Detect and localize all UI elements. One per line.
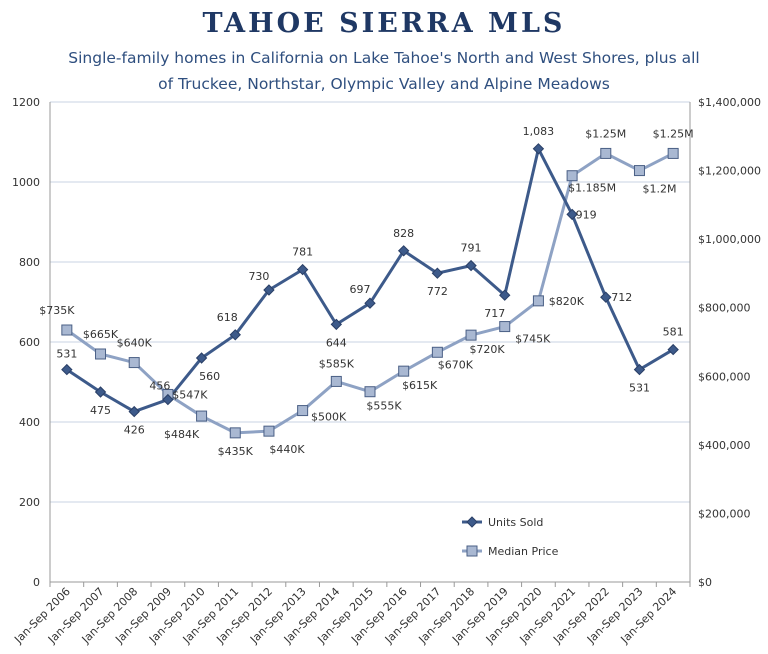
median-price-data-label: $555K: [366, 400, 402, 413]
y-left-tick-label: 0: [33, 576, 40, 589]
median-price-point: [532, 295, 544, 307]
median-price-point: [330, 375, 342, 387]
units-sold-data-label: 426: [124, 424, 145, 437]
median-price-point: [431, 346, 443, 358]
median-price-data-label: $440K: [269, 443, 305, 456]
median-price-point: [398, 365, 410, 377]
median-price-point: [600, 147, 612, 159]
y-right-tick-label: $200,000: [698, 507, 751, 520]
units-sold-point: [431, 267, 444, 279]
units-sold-data-label: 475: [90, 404, 111, 417]
median-price-data-label: $670K: [438, 358, 474, 371]
median-price-point: [297, 405, 309, 417]
y-right-tick-label: $1,000,000: [698, 233, 761, 246]
median-price-point: [499, 321, 511, 333]
units-sold-data-label: 791: [461, 242, 482, 255]
units-sold-data-label: 717: [484, 307, 505, 320]
chart-subtitle: Single-family homes in California on Lak…: [68, 49, 700, 93]
median-price-point: [229, 427, 241, 439]
median-price-data-label: $585K: [319, 357, 355, 370]
units-sold-data-label: 730: [248, 270, 269, 283]
units-sold-point: [499, 289, 511, 301]
legend-price-label: Median Price: [488, 545, 559, 558]
median-price-data-label: $665K: [83, 328, 119, 341]
units-sold-data-label: 697: [350, 283, 371, 296]
units-sold-point: [128, 405, 140, 418]
units-sold-point: [330, 318, 343, 331]
median-price-data-label: $640K: [117, 337, 153, 350]
median-price-point: [95, 348, 107, 360]
x-tick-label: Jan-Sep 2006: [11, 585, 73, 647]
units-sold-data-label: 560: [199, 370, 220, 383]
legend-price-marker: [466, 545, 478, 557]
median-price-point: [667, 147, 679, 159]
median-price-point: [128, 357, 140, 369]
median-price-point: [196, 410, 208, 422]
y-right-tick-label: $800,000: [698, 302, 751, 315]
median-price-data-label: $1.185M: [568, 182, 616, 195]
units-sold-point: [263, 284, 275, 296]
median-price-data-label: $1.25M: [585, 127, 626, 140]
median-price-data-label: $1.25M: [653, 127, 694, 140]
legend-units-marker: [466, 516, 478, 528]
median-price-data-label: $735K: [39, 304, 75, 317]
units-sold-data-label: 531: [629, 382, 650, 395]
units-sold-data-label: 828: [393, 227, 414, 240]
units-sold-point: [465, 259, 477, 272]
y-right-tick-label: $0: [698, 576, 712, 589]
median-price-data-label: $547K: [172, 388, 208, 401]
units-sold-data-label: 456: [149, 380, 170, 393]
median-price-data-label: $745K: [515, 333, 551, 346]
y-left-tick-label: 800: [19, 256, 40, 269]
units-sold-point: [566, 208, 578, 221]
units-sold-point: [94, 386, 107, 398]
y-right-tick-label: $400,000: [698, 439, 751, 452]
chart-title: TAHOE SIERRA MLS: [202, 8, 566, 39]
units-sold-data-label: 644: [326, 336, 347, 349]
units-sold-point: [667, 343, 679, 356]
units-sold-data-label: 919: [576, 208, 597, 221]
median-price-data-label: $820K: [549, 295, 585, 308]
median-price-point: [364, 386, 376, 398]
legend-units-label: Units Sold: [488, 516, 543, 529]
y-left-tick-label: 600: [19, 336, 40, 349]
units-sold-point: [162, 393, 174, 406]
median-price-point: [465, 329, 477, 341]
y-left-tick-label: 1000: [12, 176, 40, 189]
units-sold-data-label: 712: [611, 291, 632, 304]
units-sold-data-label: 1,083: [523, 125, 555, 138]
median-price-data-label: $435K: [218, 445, 254, 458]
units-sold-point: [195, 352, 208, 364]
y-right-tick-label: $1,200,000: [698, 165, 761, 178]
median-price-point: [633, 165, 645, 177]
units-sold-point: [532, 143, 545, 155]
median-price-point: [263, 425, 275, 437]
units-sold-point: [61, 363, 73, 376]
units-sold-data-label: 772: [427, 285, 448, 298]
y-right-tick-label: $1,400,000: [698, 96, 761, 109]
units-sold-data-label: 618: [217, 311, 238, 324]
median-price-point: [61, 324, 73, 336]
y-left-tick-label: 200: [19, 496, 40, 509]
median-price-data-label: $484K: [164, 428, 200, 441]
units-sold-point: [296, 263, 309, 276]
median-price-data-label: $1.2M: [642, 183, 676, 196]
median-price-data-label: $500K: [311, 411, 347, 424]
median-price-data-label: $615K: [402, 379, 438, 392]
y-left-tick-label: 1200: [12, 96, 40, 109]
median-price-point: [566, 170, 578, 182]
units-sold-point: [600, 291, 612, 303]
units-sold-point: [633, 363, 646, 376]
units-sold-point: [397, 245, 410, 257]
units-sold-point: [229, 329, 241, 341]
y-left-tick-label: 400: [19, 416, 40, 429]
y-right-tick-label: $600,000: [698, 370, 751, 383]
units-sold-data-label: 531: [56, 348, 77, 361]
units-sold-point: [364, 297, 376, 309]
units-sold-data-label: 781: [292, 246, 313, 259]
median-price-data-label: $720K: [469, 343, 505, 356]
units-sold-data-label: 581: [663, 326, 684, 339]
